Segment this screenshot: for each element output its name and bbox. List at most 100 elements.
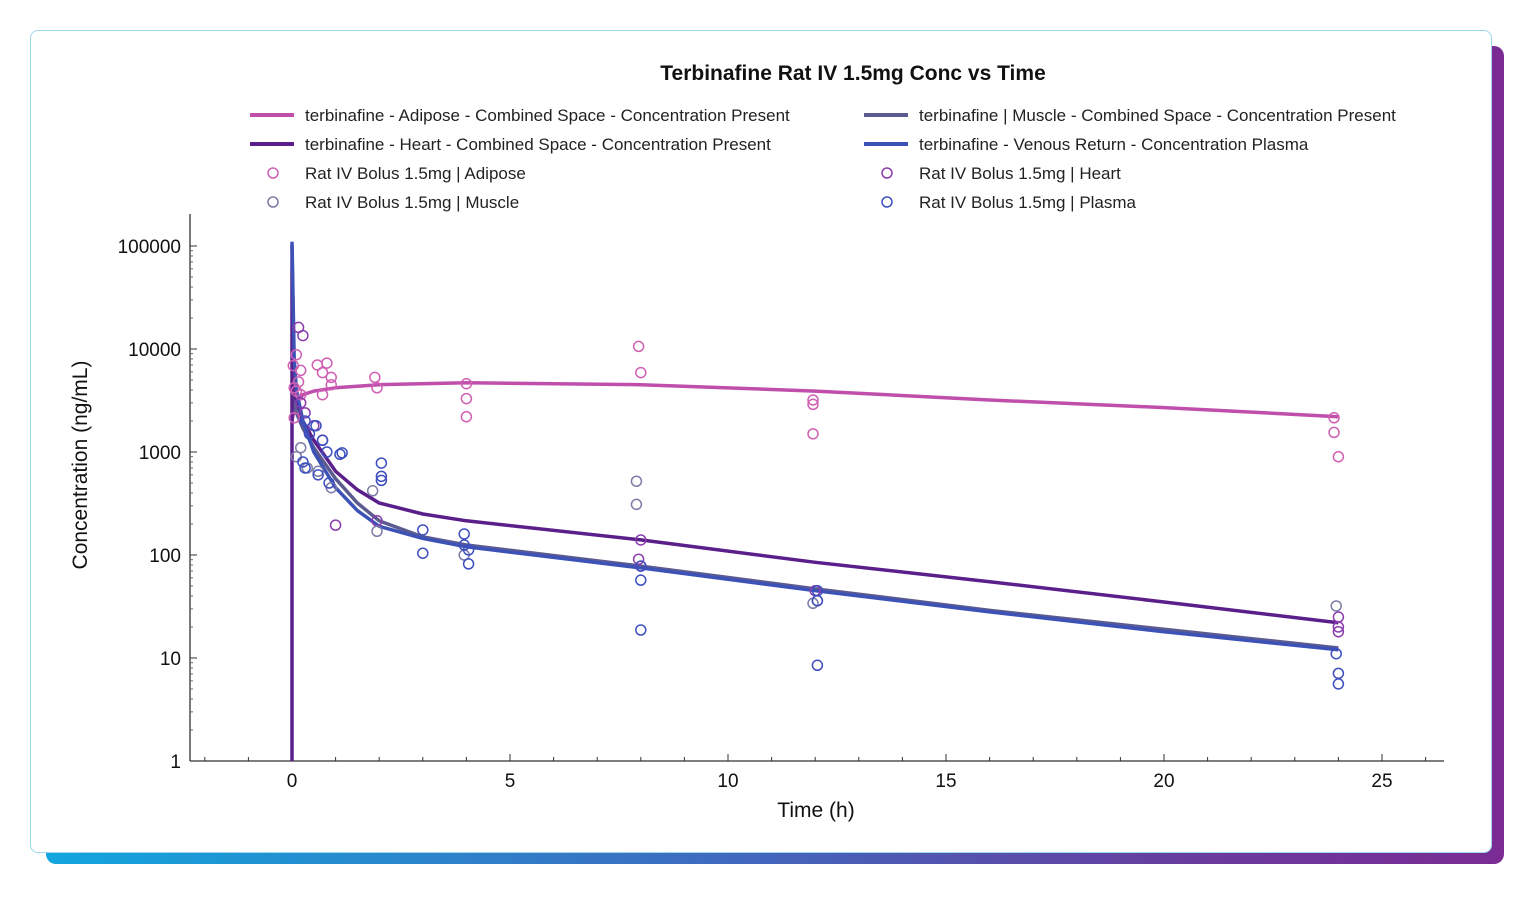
data-point-rat-iv-bolus-1-5mg-adipose — [294, 364, 307, 377]
data-point-rat-iv-bolus-1-5mg-plasma — [299, 415, 311, 427]
chart-title: Terbinafine Rat IV 1.5mg Conc vs Time — [660, 62, 1046, 85]
data-point-rat-iv-bolus-1-5mg-adipose — [288, 412, 300, 424]
data-point-rat-iv-bolus-1-5mg-heart — [329, 519, 342, 531]
data-point-rat-iv-bolus-1-5mg-muscle — [366, 485, 379, 497]
data-point-rat-iv-bolus-1-5mg-plasma — [417, 524, 429, 536]
plot-area — [287, 241, 1345, 761]
data-point-rat-iv-bolus-1-5mg-plasma — [462, 544, 475, 556]
data-point-rat-iv-bolus-1-5mg-plasma — [375, 457, 388, 469]
data-point-rat-iv-bolus-1-5mg-adipose — [635, 366, 647, 379]
data-point-rat-iv-bolus-1-5mg-adipose — [807, 398, 819, 411]
series-line-terbinafine-adipose-combined-space-concentration-present — [290, 381, 1339, 422]
data-point-rat-iv-bolus-1-5mg-plasma — [635, 574, 647, 586]
data-point-rat-iv-bolus-1-5mg-plasma — [635, 560, 647, 572]
legend-label: Rat IV Bolus 1.5mg | Adipose — [305, 164, 526, 183]
legend-label: Rat IV Bolus 1.5mg | Heart — [919, 164, 1121, 183]
data-point-rat-iv-bolus-1-5mg-plasma — [811, 594, 824, 607]
data-point-rat-iv-bolus-1-5mg-plasma — [303, 428, 316, 440]
x-axis-label: Time (h) — [777, 799, 854, 822]
legend-label: Rat IV Bolus 1.5mg | Plasma — [919, 193, 1137, 212]
data-point-rat-iv-bolus-1-5mg-muscle — [294, 441, 307, 454]
legend-label: terbinafine - Heart - Combined Space - C… — [305, 135, 771, 154]
data-point-rat-iv-bolus-1-5mg-adipose — [460, 410, 473, 423]
y-tick-label: 100000 — [118, 237, 181, 258]
data-point-rat-iv-bolus-1-5mg-plasma — [312, 469, 324, 481]
data-point-rat-iv-bolus-1-5mg-adipose — [1328, 426, 1340, 439]
data-point-rat-iv-bolus-1-5mg-muscle — [1330, 600, 1342, 612]
data-point-rat-iv-bolus-1-5mg-heart — [297, 329, 309, 342]
data-point-rat-iv-bolus-1-5mg-muscle — [312, 465, 324, 478]
legend-label: terbinafine - Venous Return - Concentrat… — [919, 135, 1309, 154]
x-tick-label: 25 — [1371, 771, 1392, 792]
x-tick-label: 0 — [287, 771, 298, 792]
x-tick-label: 20 — [1153, 771, 1174, 792]
legend-label: terbinafine - Adipose - Combined Space -… — [305, 106, 790, 125]
data-point-rat-iv-bolus-1-5mg-plasma — [334, 448, 346, 461]
data-point-rat-iv-bolus-1-5mg-plasma — [458, 528, 470, 540]
data-point-rat-iv-bolus-1-5mg-adipose — [460, 392, 473, 405]
data-point-rat-iv-bolus-1-5mg-adipose — [325, 378, 337, 391]
y-tick-label: 1 — [170, 752, 181, 773]
legend: terbinafine - Adipose - Combined Space -… — [250, 106, 1396, 212]
legend-swatch-marker — [267, 196, 279, 208]
data-point-rat-iv-bolus-1-5mg-plasma — [375, 474, 388, 487]
y-tick-label: 10000 — [128, 340, 181, 361]
data-point-rat-iv-bolus-1-5mg-heart — [299, 407, 311, 419]
legend-swatch-marker — [267, 167, 279, 179]
y-axis-label: Concentration (ng/mL) — [69, 361, 92, 570]
data-point-rat-iv-bolus-1-5mg-adipose — [292, 376, 305, 388]
data-point-rat-iv-bolus-1-5mg-heart — [1332, 621, 1345, 633]
data-point-rat-iv-bolus-1-5mg-heart — [632, 553, 645, 565]
y-tick-label: 1000 — [139, 443, 181, 464]
data-point-rat-iv-bolus-1-5mg-adipose — [290, 348, 303, 361]
data-point-rat-iv-bolus-1-5mg-heart — [635, 534, 647, 546]
x-tick-label: 10 — [717, 771, 738, 792]
data-point-rat-iv-bolus-1-5mg-adipose — [1328, 412, 1340, 424]
series-line-terbinafine-heart-combined-space-concentration-present — [290, 244, 1339, 761]
data-point-rat-iv-bolus-1-5mg-muscle — [630, 498, 643, 511]
data-point-rat-iv-bolus-1-5mg-heart — [294, 397, 307, 409]
data-point-rat-iv-bolus-1-5mg-adipose — [369, 371, 381, 384]
data-point-rat-iv-bolus-1-5mg-muscle — [371, 525, 383, 538]
data-point-rat-iv-bolus-1-5mg-adipose — [316, 388, 329, 401]
y-tick-label: 10 — [160, 649, 181, 670]
data-point-rat-iv-bolus-1-5mg-plasma — [375, 470, 388, 483]
data-point-rat-iv-bolus-1-5mg-plasma — [1330, 647, 1342, 660]
data-point-rat-iv-bolus-1-5mg-adipose — [371, 382, 383, 394]
x-tick-label: 15 — [935, 771, 956, 792]
data-point-rat-iv-bolus-1-5mg-adipose — [807, 394, 819, 406]
data-point-rat-iv-bolus-1-5mg-adipose — [325, 371, 337, 384]
data-point-rat-iv-bolus-1-5mg-muscle — [630, 475, 643, 488]
y-tick-label: 100 — [149, 546, 181, 567]
data-point-rat-iv-bolus-1-5mg-adipose — [460, 377, 473, 390]
data-point-rat-iv-bolus-1-5mg-plasma — [310, 419, 322, 432]
x-tick-label: 5 — [505, 771, 516, 792]
data-point-rat-iv-bolus-1-5mg-adipose — [294, 388, 307, 401]
data-point-rat-iv-bolus-1-5mg-heart — [1332, 625, 1345, 638]
data-point-rat-iv-bolus-1-5mg-adipose — [321, 357, 333, 369]
data-point-rat-iv-bolus-1-5mg-plasma — [299, 462, 311, 474]
data-point-rat-iv-bolus-1-5mg-plasma — [323, 477, 335, 489]
data-point-rat-iv-bolus-1-5mg-plasma — [462, 558, 475, 570]
legend-swatch-marker — [881, 167, 893, 179]
data-point-rat-iv-bolus-1-5mg-adipose — [316, 366, 329, 379]
data-point-rat-iv-bolus-1-5mg-adipose — [807, 428, 819, 440]
data-point-rat-iv-bolus-1-5mg-adipose — [632, 340, 645, 353]
data-point-rat-iv-bolus-1-5mg-adipose — [1332, 450, 1345, 463]
axes: 0 5 10 15 20 25 1 10 100 1000 10000 100000 — [118, 214, 1444, 792]
data-point-rat-iv-bolus-1-5mg-plasma — [316, 434, 329, 447]
data-point-rat-iv-bolus-1-5mg-heart — [1332, 611, 1345, 623]
data-point-rat-iv-bolus-1-5mg-plasma — [811, 659, 824, 672]
legend-label: Rat IV Bolus 1.5mg | Muscle — [305, 193, 519, 212]
data-point-rat-iv-bolus-1-5mg-plasma — [635, 624, 647, 636]
data-point-rat-iv-bolus-1-5mg-plasma — [417, 547, 429, 559]
data-point-rat-iv-bolus-1-5mg-plasma — [297, 456, 309, 468]
chart-card — [30, 30, 1492, 853]
legend-label: terbinafine | Muscle - Combined Space - … — [919, 106, 1396, 125]
data-point-rat-iv-bolus-1-5mg-plasma — [1332, 678, 1345, 690]
data-point-rat-iv-bolus-1-5mg-plasma — [1332, 667, 1345, 680]
data-point-rat-iv-bolus-1-5mg-plasma — [336, 447, 348, 459]
data-point-rat-iv-bolus-1-5mg-plasma — [321, 446, 333, 458]
legend-swatch-marker — [881, 196, 893, 208]
